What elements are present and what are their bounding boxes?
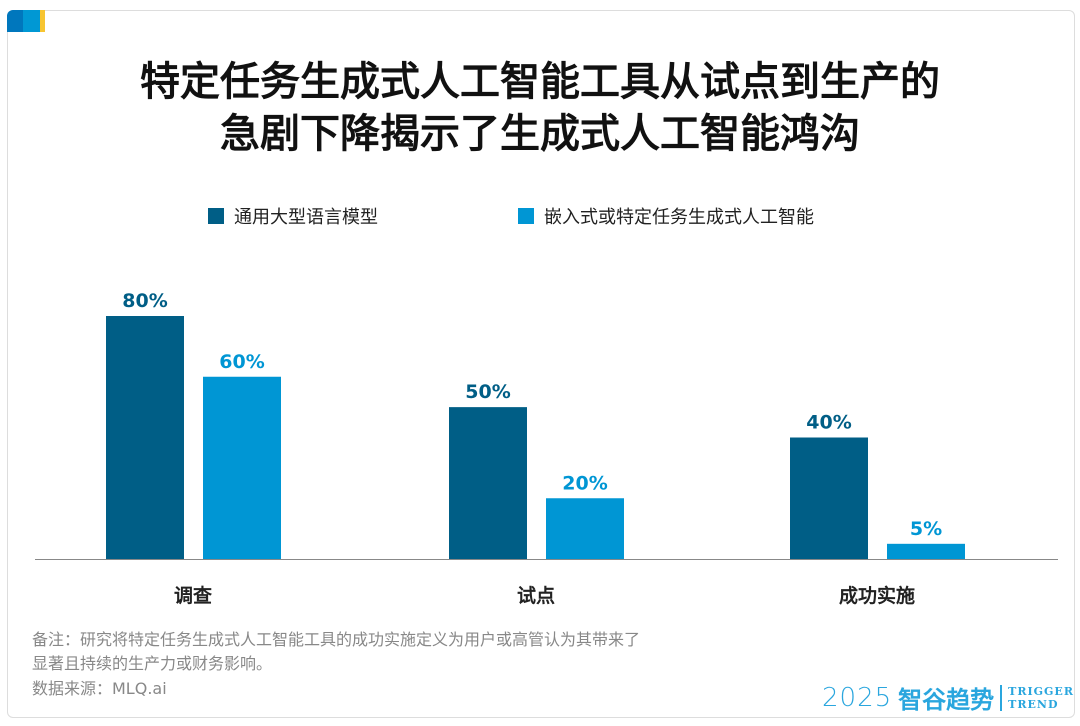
title-line-1: 特定任务生成式人工智能工具从试点到生产的: [140, 59, 940, 105]
note-line-2: 显著且持续的生产力或财务影响。: [32, 654, 273, 673]
bar-general-0: [106, 316, 184, 559]
note-line-1: 备注：研究将特定任务生成式人工智能工具的成功实施定义为用户或高管认为其带来了: [32, 630, 641, 649]
x-tick-label: 调查: [174, 584, 213, 607]
legend-label: 嵌入式或特定任务生成式人工智能: [544, 207, 814, 228]
logo-en-1: TRIGGER: [1008, 684, 1074, 698]
data-label: 5%: [910, 518, 942, 540]
logo-name: 智谷趋势: [898, 686, 995, 714]
legend-item-general-llm: 通用大型语言模型: [208, 203, 378, 229]
bar-embedded-0: [203, 376, 281, 559]
corner-tab-light: [23, 10, 40, 32]
logo-en-2: TREND: [1008, 697, 1059, 711]
data-label: 60%: [219, 351, 264, 373]
legend-swatch-light: [518, 208, 534, 224]
legend-swatch-dark: [208, 208, 224, 224]
bar-embedded-2: [887, 543, 965, 559]
source-line: 数据来源：MLQ.ai: [32, 679, 167, 698]
brand-logo: 2025 智谷趋势 TRIGGER TREND: [822, 680, 1074, 715]
corner-tab-yellow: [40, 10, 45, 32]
legend-label: 通用大型语言模型: [234, 207, 378, 228]
data-label: 50%: [465, 381, 510, 403]
bar-general-2: [790, 437, 868, 559]
card-frame: [7, 10, 1075, 718]
bar-embedded-1: [546, 498, 624, 559]
x-tick-label: 成功实施: [839, 584, 915, 607]
data-label: 40%: [806, 412, 851, 434]
logo-year: 2025: [822, 682, 893, 713]
legend-item-embedded-ai: 嵌入式或特定任务生成式人工智能: [518, 203, 814, 229]
bar-general-1: [449, 407, 527, 559]
corner-tab-blue: [7, 10, 23, 32]
title-line-2: 急剧下降揭示了生成式人工智能鸿沟: [220, 111, 860, 157]
data-label: 80%: [122, 290, 167, 312]
x-tick-label: 试点: [517, 585, 555, 607]
chart-title: 特定任务生成式人工智能工具从试点到生产的 急剧下降揭示了生成式人工智能鸿沟: [0, 56, 1080, 160]
data-label: 20%: [562, 472, 607, 494]
